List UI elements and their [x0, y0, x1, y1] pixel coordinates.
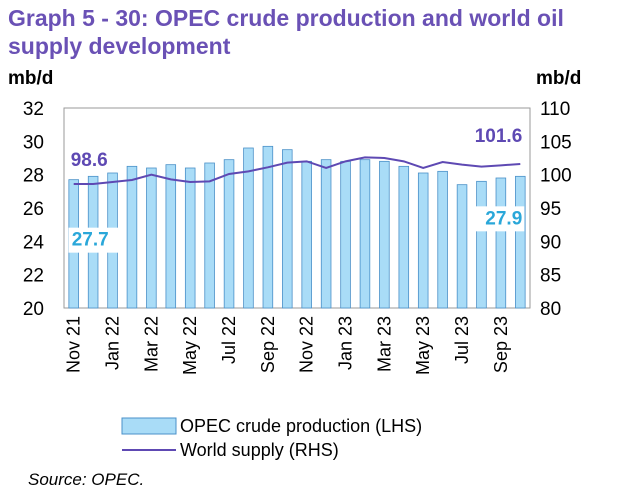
- bar: [456, 184, 468, 309]
- bar: [437, 170, 448, 309]
- bar: [262, 145, 274, 309]
- chart-title: Graph 5 - 30: OPEC crude production and …: [8, 4, 608, 60]
- right-tick-label: 110: [540, 99, 570, 120]
- x-tick-label: Sep 22: [258, 316, 278, 373]
- bar: [282, 149, 293, 309]
- right-tick-label: 105: [540, 132, 572, 153]
- right-tick-label: 95: [540, 199, 561, 220]
- data-label-box: [470, 206, 525, 232]
- bar: [243, 147, 254, 309]
- bar: [340, 160, 351, 309]
- chart-title-line-2: supply development: [8, 33, 231, 59]
- bar: [417, 172, 429, 309]
- x-tick-label: Sep 23: [491, 316, 511, 373]
- x-tick-label: Nov 21: [64, 316, 84, 373]
- bar: [204, 162, 215, 309]
- data-label: 98.6: [71, 150, 108, 171]
- left-axis-unit: mb/d: [8, 68, 53, 89]
- data-label: 101.6: [475, 126, 523, 147]
- right-tick-label: 90: [540, 232, 561, 253]
- bar: [379, 160, 390, 309]
- x-tick-label: Nov 22: [297, 316, 317, 373]
- left-tick-label: 24: [23, 232, 45, 253]
- bar: [398, 165, 410, 309]
- bar: [146, 167, 157, 309]
- right-tick-label: 85: [540, 266, 561, 287]
- bar: [126, 165, 138, 309]
- bar: [223, 159, 235, 309]
- left-tick-label: 30: [23, 132, 44, 153]
- bar: [359, 159, 371, 309]
- bar: [476, 180, 487, 309]
- x-tick-label: May 23: [413, 316, 433, 375]
- left-tick-label: 22: [23, 266, 44, 287]
- bar: [301, 160, 312, 309]
- chart-title-line-1: Graph 5 - 30: OPEC crude production and …: [8, 5, 564, 31]
- legend-label-world-supply: World supply (RHS): [180, 440, 339, 460]
- legend-swatch-opec: [121, 417, 177, 435]
- right-tick-label: 100: [540, 166, 572, 187]
- left-tick-label: 28: [23, 166, 44, 187]
- x-tick-label: Jan 23: [336, 316, 356, 370]
- bar: [165, 164, 177, 309]
- plot-border: [63, 107, 531, 309]
- chart-svg: mb/d mb/d 20 22 24 26 28 30 32 80 85 90 95 100 105 11…: [8, 68, 581, 460]
- x-tick-label: Mar 23: [374, 316, 394, 372]
- bar: [320, 159, 332, 309]
- series-line-world-supply: [73, 156, 521, 185]
- x-tick-label: Jul 22: [219, 316, 239, 364]
- source-note: Source: OPEC.: [28, 470, 145, 489]
- x-tick-label: Mar 22: [141, 316, 161, 372]
- right-tick-label: 80: [540, 299, 561, 320]
- bar: [184, 167, 196, 309]
- x-tick-label: May 22: [180, 316, 200, 375]
- left-tick-label: 26: [23, 199, 44, 220]
- legend-label-opec: OPEC crude production (LHS): [180, 416, 422, 436]
- left-tick-label: 20: [23, 299, 44, 320]
- x-tick-label: Jan 22: [103, 316, 123, 370]
- plot-area: 20 22 24 26 28 30 32 80 85 90 95 100 105 110 Nov 21 Jan…: [23, 99, 572, 460]
- bar: [495, 177, 507, 309]
- x-tick-label: Jul 23: [452, 316, 472, 364]
- data-label: 27.7: [72, 230, 109, 251]
- right-axis-unit: mb/d: [536, 68, 581, 89]
- data-label: 27.9: [485, 208, 522, 229]
- bar: [515, 175, 526, 309]
- left-tick-label: 32: [23, 99, 44, 120]
- data-label-box: [68, 227, 123, 253]
